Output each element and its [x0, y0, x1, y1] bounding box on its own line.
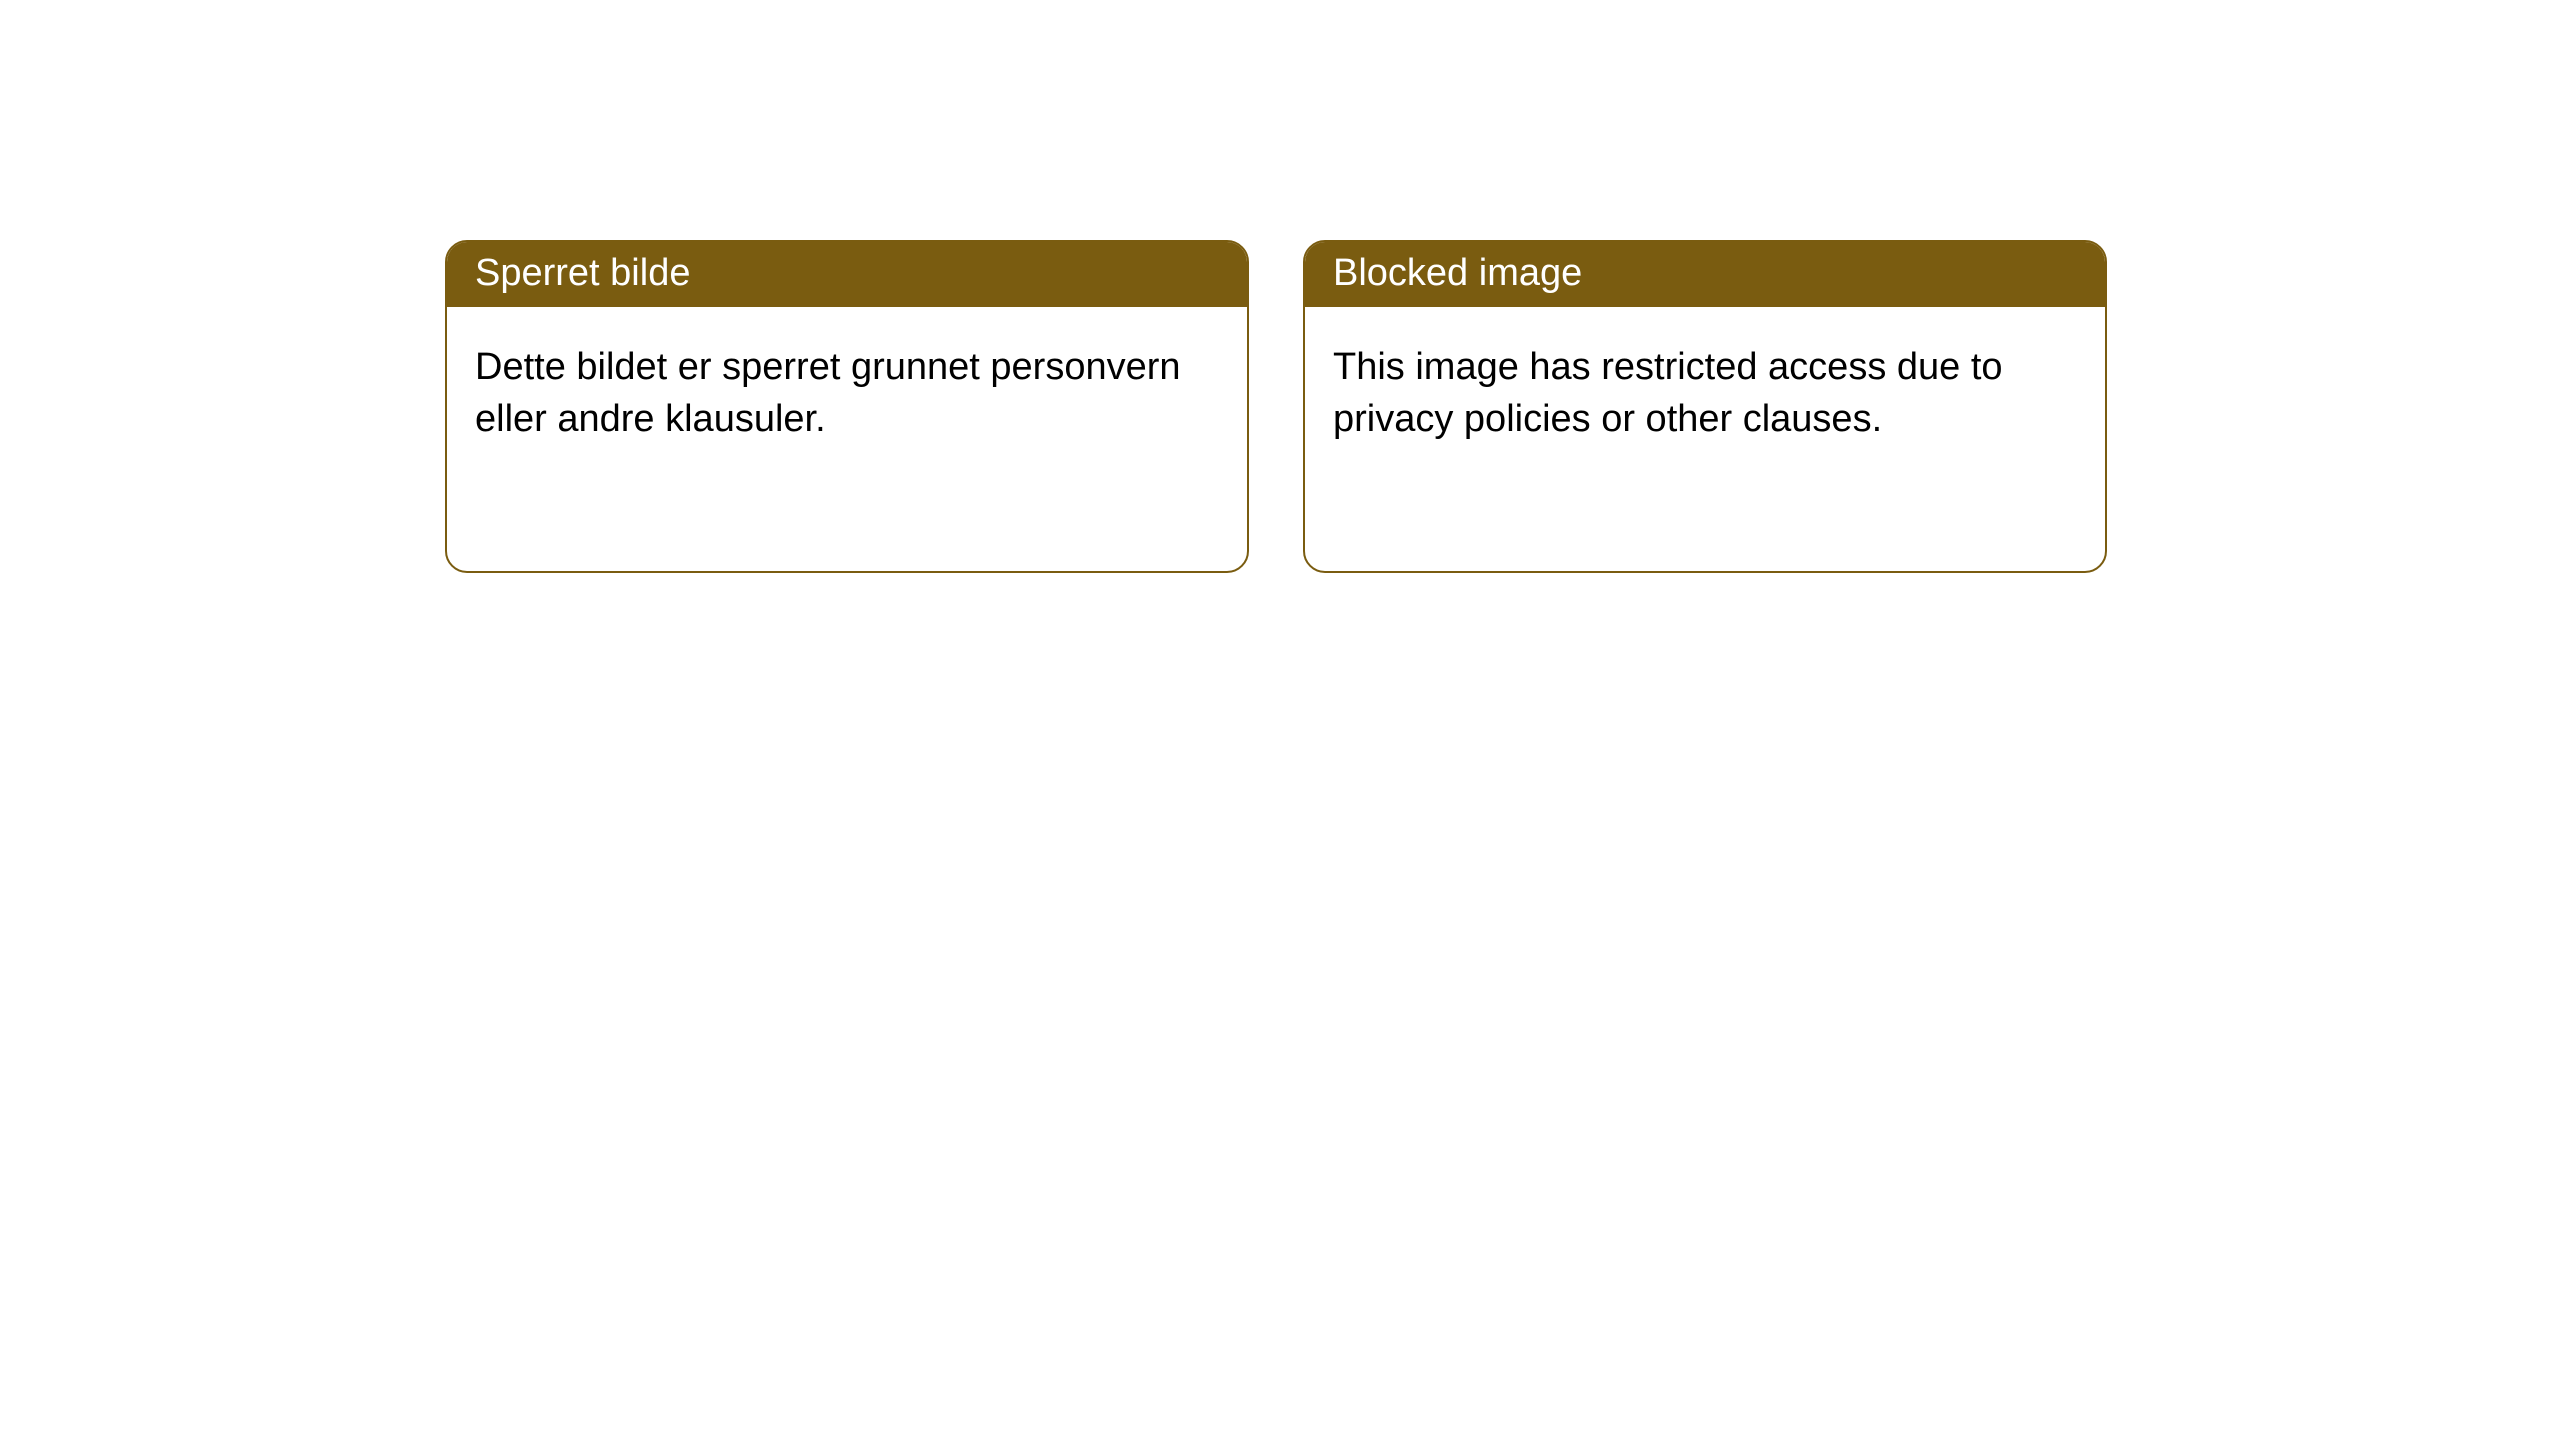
notice-header-no: Sperret bilde: [447, 242, 1247, 307]
notice-container: Sperret bilde Dette bildet er sperret gr…: [0, 0, 2560, 573]
notice-body-no: Dette bildet er sperret grunnet personve…: [447, 307, 1247, 480]
notice-card-en: Blocked image This image has restricted …: [1303, 240, 2107, 573]
notice-header-en: Blocked image: [1305, 242, 2105, 307]
notice-text: This image has restricted access due to …: [1333, 346, 2003, 440]
notice-title: Sperret bilde: [475, 252, 690, 294]
notice-body-en: This image has restricted access due to …: [1305, 307, 2105, 480]
notice-text: Dette bildet er sperret grunnet personve…: [475, 346, 1181, 440]
notice-title: Blocked image: [1333, 252, 1582, 294]
notice-card-no: Sperret bilde Dette bildet er sperret gr…: [445, 240, 1249, 573]
